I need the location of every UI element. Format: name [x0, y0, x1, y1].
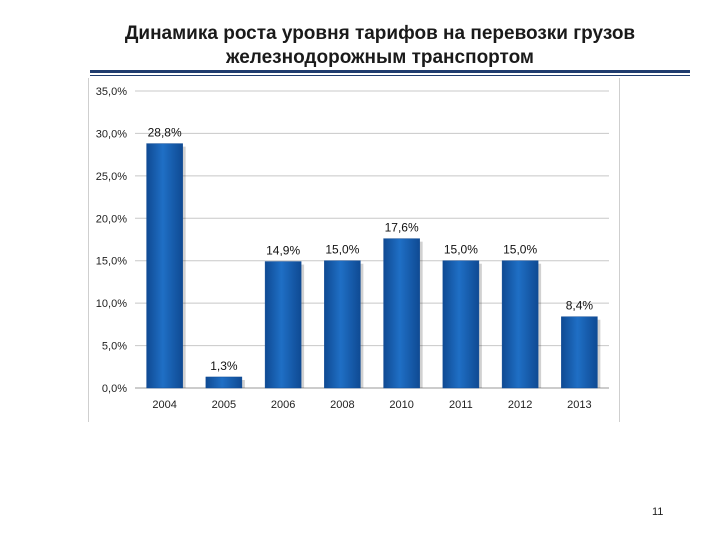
bar	[442, 260, 480, 389]
slide-title-line-2: железнодорожным транспортом	[225, 47, 534, 68]
data-label: 15,0%	[444, 243, 478, 257]
y-tick-label: 0,0%	[102, 383, 127, 395]
title-rule-thin	[90, 75, 690, 76]
page-number: 11	[652, 506, 664, 518]
bar	[501, 260, 539, 389]
x-tick-label: 2006	[271, 399, 295, 411]
bar	[205, 376, 243, 389]
x-tick-label: 2010	[389, 399, 413, 411]
y-tick-label: 15,0%	[96, 256, 127, 268]
slide-title: Динамика роста уровня тарифов на перевоз…	[60, 22, 700, 70]
bar	[324, 260, 361, 389]
data-label: 15,0%	[503, 243, 537, 257]
y-tick-label: 10,0%	[96, 298, 127, 310]
chart-frame: 0,0% 5,0% 10,0% 15,0% 20,0% 25,0% 30,0% 35,0% 2…	[88, 78, 620, 422]
y-tick-label: 25,0%	[96, 171, 127, 183]
data-label: 1,3%	[210, 359, 238, 373]
bar	[383, 238, 420, 389]
data-label: 28,8%	[148, 126, 182, 140]
data-label: 8,4%	[566, 299, 594, 313]
bar	[264, 261, 302, 389]
y-tick-label: 30,0%	[96, 128, 127, 140]
x-tick-label: 2012	[508, 399, 532, 411]
slide-title-line-1: Динамика роста уровня тарифов на перевоз…	[124, 23, 636, 44]
data-label: 17,6%	[385, 221, 419, 235]
x-tick-label: 2005	[212, 399, 236, 411]
bar	[146, 143, 183, 389]
bar	[561, 316, 598, 389]
y-tick-label: 20,0%	[96, 213, 127, 225]
x-tick-label: 2008	[330, 399, 354, 411]
bar-chart: 0,0% 5,0% 10,0% 15,0% 20,0% 25,0% 30,0% 35,0% 2…	[96, 86, 609, 411]
y-tick-label: 35,0%	[96, 86, 127, 98]
data-label: 15,0%	[325, 243, 359, 257]
x-tick-label: 2004	[152, 399, 176, 411]
x-tick-label: 2011	[449, 399, 473, 411]
y-tick-label: 5,0%	[102, 341, 127, 353]
x-tick-label: 2013	[567, 399, 591, 411]
data-label: 14,9%	[266, 244, 300, 258]
title-rule-thick	[90, 70, 690, 73]
